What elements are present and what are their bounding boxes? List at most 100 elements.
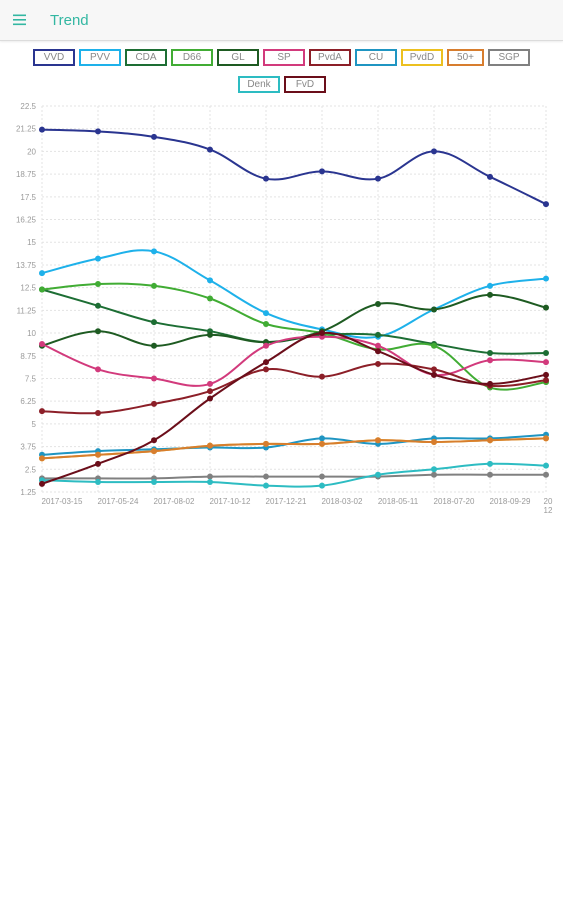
- data-point-fvd[interactable]: [487, 380, 493, 387]
- data-point-pvv[interactable]: [95, 255, 101, 262]
- data-point-pvv[interactable]: [151, 248, 157, 255]
- menu-button[interactable]: [0, 0, 40, 40]
- legend-item-cda[interactable]: CDA: [125, 49, 167, 66]
- data-point-vvd[interactable]: [543, 201, 549, 208]
- data-point-cu[interactable]: [319, 435, 325, 442]
- data-point-pvda[interactable]: [375, 360, 381, 367]
- data-point-d66[interactable]: [263, 320, 269, 327]
- data-point-pvda[interactable]: [431, 366, 437, 373]
- data-point-fvd[interactable]: [543, 371, 549, 378]
- data-point-denk[interactable]: [95, 479, 101, 486]
- data-point-cda[interactable]: [151, 319, 157, 326]
- data-point-denk[interactable]: [487, 460, 493, 467]
- legend-item-pvv[interactable]: PVV: [79, 49, 121, 66]
- data-point-fvd[interactable]: [95, 460, 101, 467]
- data-point-pvv[interactable]: [543, 275, 549, 282]
- data-point-gl[interactable]: [95, 328, 101, 335]
- data-point-50[interactable]: [375, 437, 381, 444]
- legend-item-vvd[interactable]: VVD: [33, 49, 75, 66]
- legend-item-sgp[interactable]: SGP: [488, 49, 530, 66]
- data-point-denk[interactable]: [151, 479, 157, 486]
- data-point-fvd[interactable]: [319, 330, 325, 337]
- data-point-d66[interactable]: [431, 342, 437, 349]
- legend-item-gl[interactable]: GL: [217, 49, 259, 66]
- data-point-50[interactable]: [263, 440, 269, 447]
- data-point-sp[interactable]: [151, 375, 157, 382]
- data-point-gl[interactable]: [151, 342, 157, 349]
- data-point-sp[interactable]: [95, 366, 101, 373]
- data-point-vvd[interactable]: [263, 175, 269, 182]
- legend-item-50[interactable]: 50+: [447, 49, 484, 66]
- data-point-vvd[interactable]: [95, 128, 101, 135]
- legend-item-cu[interactable]: CU: [355, 49, 397, 66]
- data-point-pvda[interactable]: [151, 400, 157, 407]
- data-point-sgp[interactable]: [263, 473, 269, 480]
- data-point-50[interactable]: [487, 437, 493, 444]
- legend-item-denk[interactable]: Denk: [238, 76, 280, 93]
- data-point-denk[interactable]: [543, 462, 549, 469]
- data-point-50[interactable]: [39, 455, 45, 462]
- data-point-vvd[interactable]: [319, 168, 325, 175]
- data-point-pvda[interactable]: [95, 409, 101, 416]
- legend-item-pvda[interactable]: PvdA: [309, 49, 351, 66]
- data-point-sp[interactable]: [543, 359, 549, 366]
- legend-item-fvd[interactable]: FvD: [284, 76, 326, 93]
- data-point-vvd[interactable]: [39, 126, 45, 133]
- data-point-50[interactable]: [151, 448, 157, 455]
- data-point-d66[interactable]: [207, 295, 213, 302]
- data-point-sgp[interactable]: [431, 471, 437, 478]
- data-point-cda[interactable]: [543, 350, 549, 357]
- data-point-denk[interactable]: [319, 482, 325, 489]
- data-point-cda[interactable]: [95, 302, 101, 309]
- data-point-50[interactable]: [207, 442, 213, 449]
- data-point-cda[interactable]: [375, 331, 381, 338]
- data-point-denk[interactable]: [431, 466, 437, 473]
- legend-item-pvdd[interactable]: PvdD: [401, 49, 443, 66]
- data-point-gl[interactable]: [543, 304, 549, 311]
- legend-item-sp[interactable]: SP: [263, 49, 305, 66]
- data-point-50[interactable]: [543, 435, 549, 442]
- data-point-sgp[interactable]: [319, 473, 325, 480]
- data-point-d66[interactable]: [151, 282, 157, 289]
- data-point-pvv[interactable]: [39, 270, 45, 277]
- data-point-sp[interactable]: [39, 340, 45, 347]
- data-point-vvd[interactable]: [151, 133, 157, 140]
- data-point-gl[interactable]: [431, 306, 437, 313]
- data-point-d66[interactable]: [39, 286, 45, 293]
- data-point-pvv[interactable]: [487, 282, 493, 289]
- data-point-pvda[interactable]: [543, 377, 549, 384]
- data-point-pvv[interactable]: [263, 310, 269, 317]
- data-point-fvd[interactable]: [151, 437, 157, 444]
- data-point-fvd[interactable]: [39, 480, 45, 487]
- data-point-pvv[interactable]: [207, 277, 213, 284]
- data-point-gl[interactable]: [375, 300, 381, 307]
- data-point-sgp[interactable]: [487, 471, 493, 478]
- data-point-sgp[interactable]: [207, 473, 213, 480]
- data-point-denk[interactable]: [207, 479, 213, 486]
- data-point-sp[interactable]: [263, 342, 269, 349]
- data-point-fvd[interactable]: [431, 371, 437, 378]
- data-point-pvda[interactable]: [207, 388, 213, 395]
- data-point-fvd[interactable]: [375, 348, 381, 355]
- data-point-sgp[interactable]: [543, 471, 549, 478]
- data-point-pvda[interactable]: [263, 366, 269, 373]
- data-point-50[interactable]: [319, 440, 325, 447]
- data-point-denk[interactable]: [263, 482, 269, 489]
- data-point-fvd[interactable]: [263, 359, 269, 366]
- data-point-50[interactable]: [95, 451, 101, 458]
- data-point-pvda[interactable]: [319, 373, 325, 380]
- data-point-gl[interactable]: [207, 331, 213, 338]
- data-point-denk[interactable]: [375, 471, 381, 478]
- data-point-pvda[interactable]: [39, 408, 45, 415]
- data-point-cda[interactable]: [487, 350, 493, 357]
- data-point-sp[interactable]: [487, 357, 493, 364]
- data-point-sp[interactable]: [375, 342, 381, 349]
- data-point-d66[interactable]: [95, 281, 101, 288]
- data-point-vvd[interactable]: [207, 146, 213, 153]
- data-point-50[interactable]: [431, 439, 437, 446]
- data-point-vvd[interactable]: [375, 175, 381, 182]
- data-point-vvd[interactable]: [431, 148, 437, 155]
- data-point-sp[interactable]: [207, 380, 213, 387]
- data-point-gl[interactable]: [487, 291, 493, 298]
- data-point-fvd[interactable]: [207, 395, 213, 402]
